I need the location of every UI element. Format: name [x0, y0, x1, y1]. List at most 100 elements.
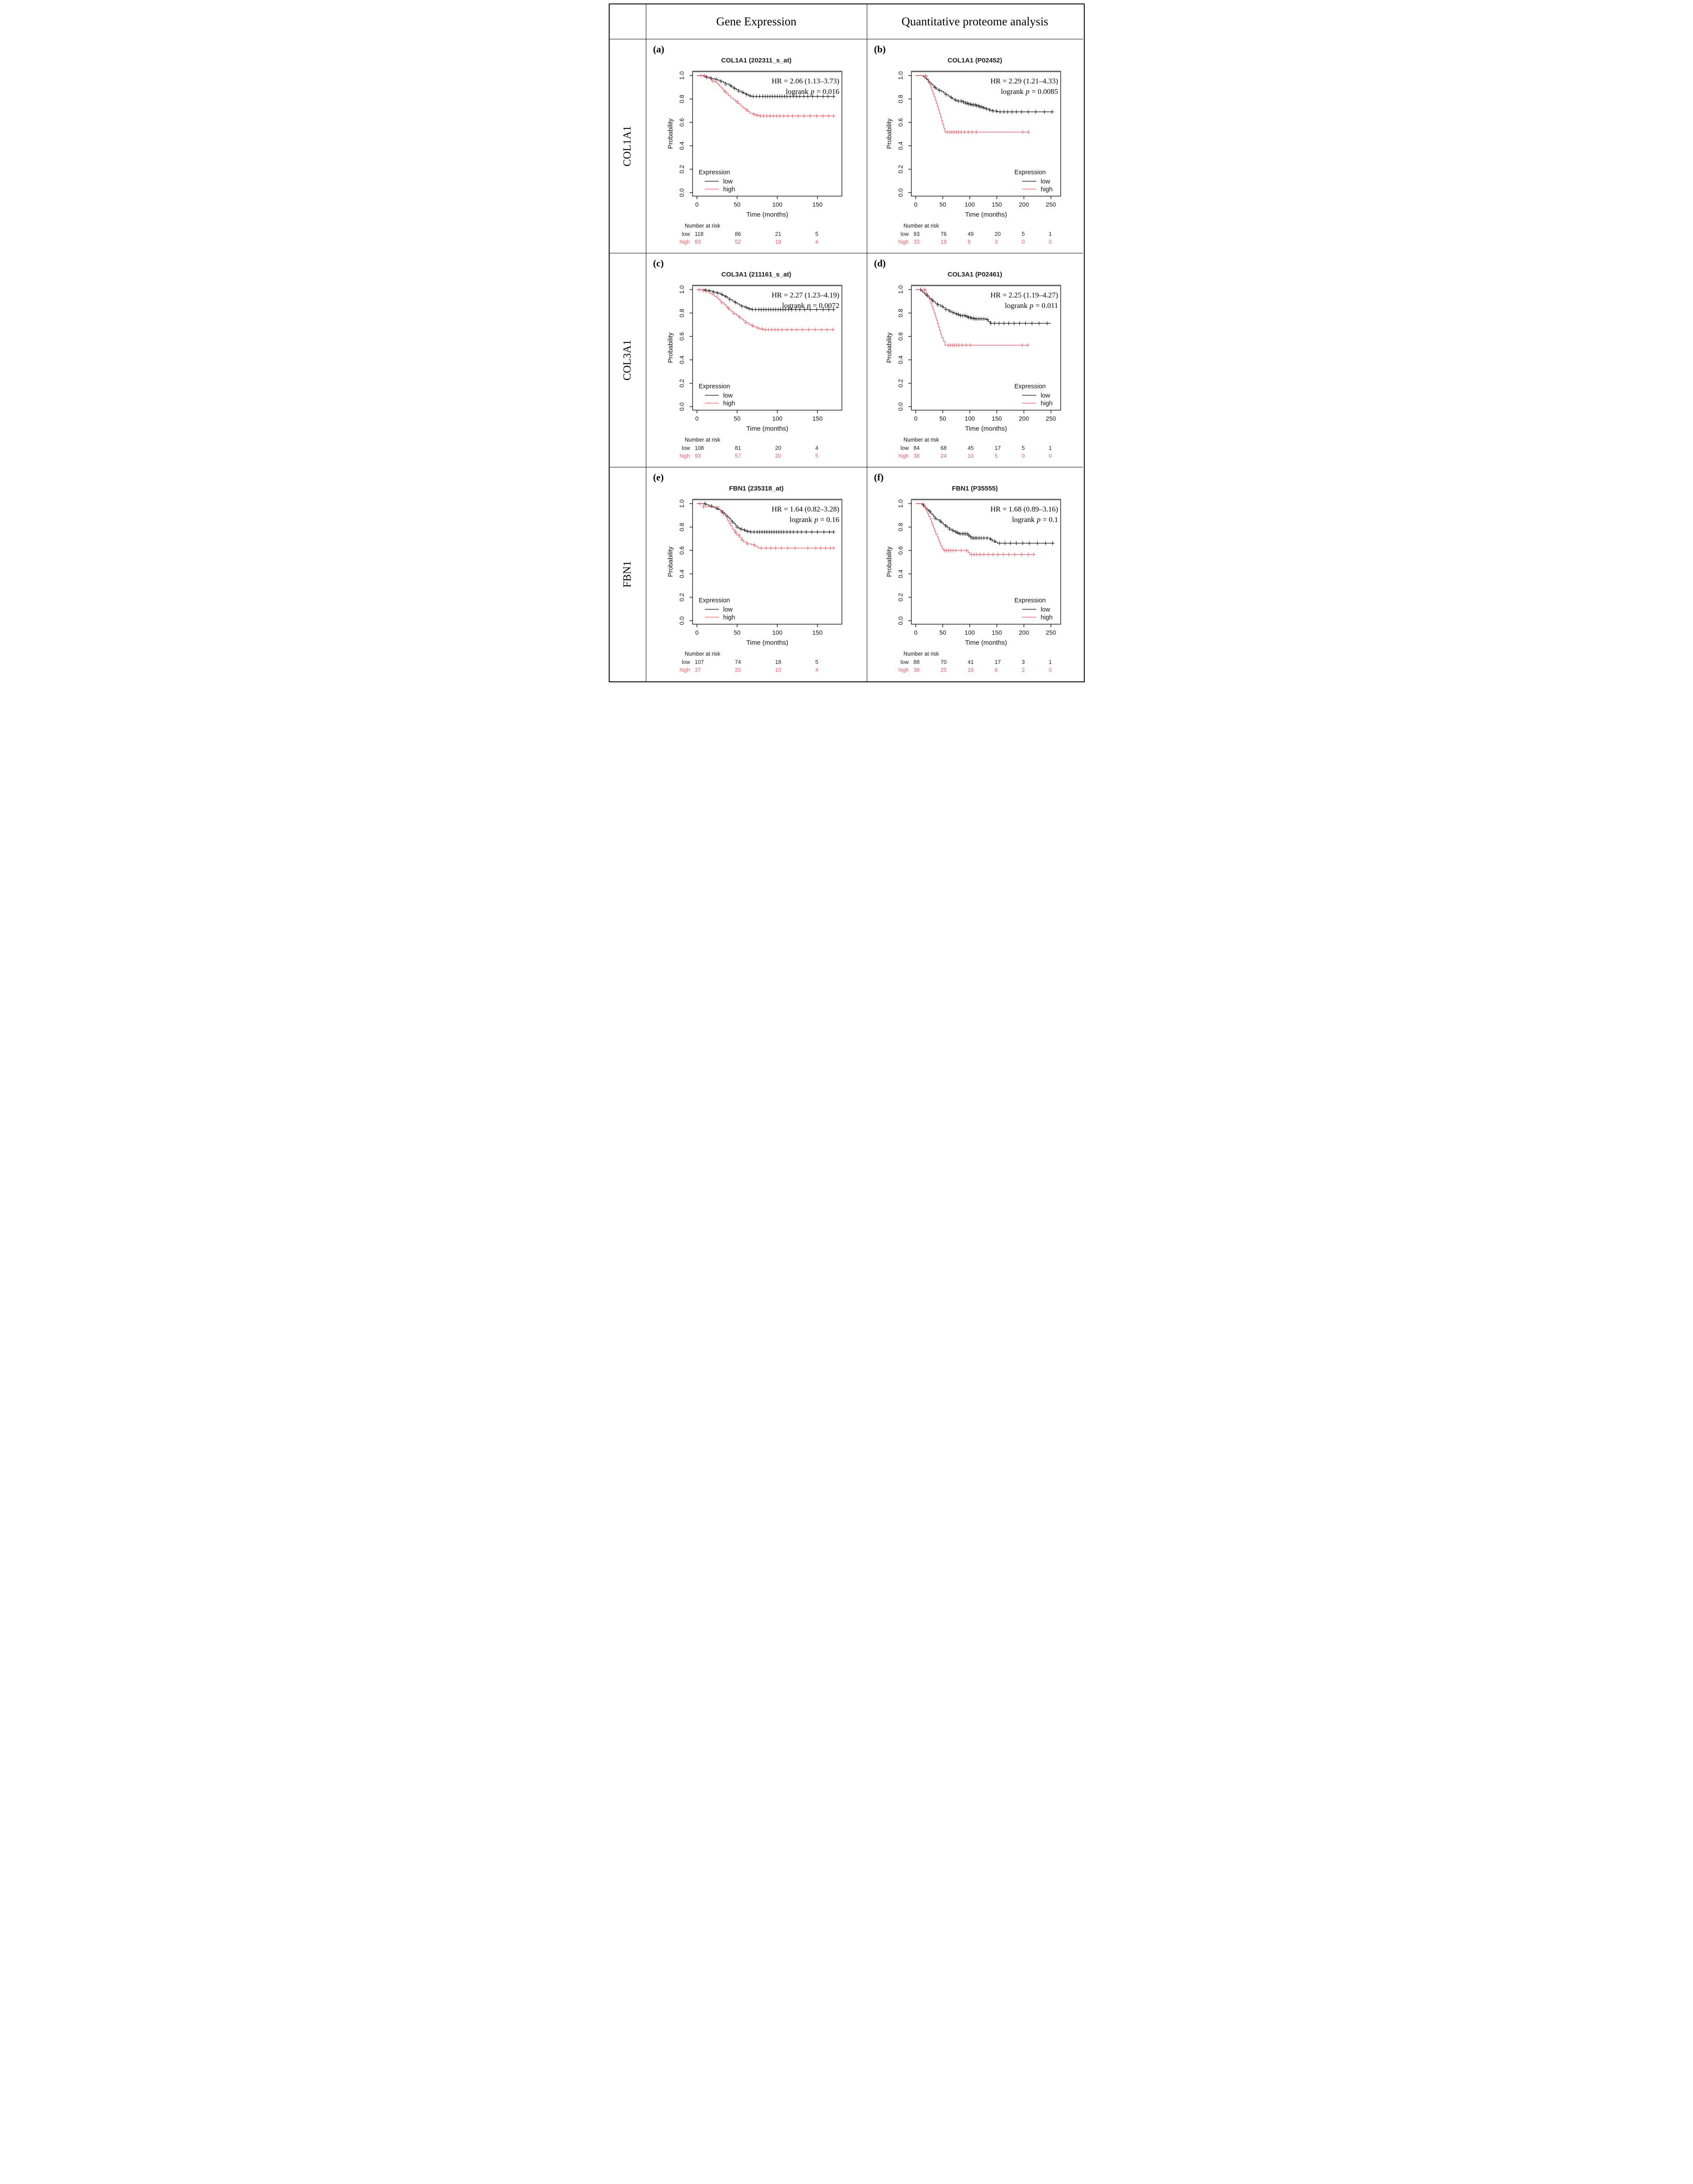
x-axis-label: Time (months)	[746, 639, 788, 646]
y-tick-label: 0.8	[678, 309, 685, 318]
panel-b: (b) COL1A1 (P02452) 1.0 0.8 0.6 0.4 0.2 0.0 0 5…	[867, 39, 1083, 253]
risk-header: Number at risk	[903, 437, 939, 443]
x-axis-label: Time (months)	[746, 425, 788, 432]
chart-title: COL1A1 (P02452)	[947, 57, 1003, 64]
risk-value: 1	[1048, 445, 1052, 451]
plot-area: 1.0 0.8 0.6 0.4 0.2 0.0 0 50 100 150 Probability Ti…	[667, 285, 842, 459]
plot-border	[692, 71, 842, 197]
panel-letter: (a)	[653, 44, 665, 55]
legend-title: Expression	[1014, 383, 1046, 390]
risk-row-label-high: high	[679, 239, 690, 245]
risk-value: 76	[940, 231, 946, 237]
figure-table: Gene Expression Quantitative proteome an…	[608, 3, 1085, 682]
risk-value: 10	[967, 453, 973, 459]
row-label-text: COL1A1	[621, 125, 633, 167]
risk-value: 37	[695, 667, 701, 673]
legend-label-high: high	[723, 614, 735, 621]
risk-value: 6	[994, 667, 997, 673]
risk-value: 41	[967, 659, 973, 665]
risk-row-label-low: low	[900, 445, 909, 451]
km-chart-block: COL3A1 (P02461) 1.0 0.8 0.6 0.4 0.2 0.0 0 50 100…	[867, 271, 1083, 464]
risk-value: 4	[815, 239, 818, 245]
legend-label-low: low	[1041, 392, 1050, 399]
plot-area: 1.0 0.8 0.6 0.4 0.2 0.0 0 50 100 150 Probability Ti…	[667, 499, 842, 673]
x-tick-label: 150	[992, 415, 1002, 422]
risk-value: 33	[914, 239, 920, 245]
risk-value: 70	[940, 659, 946, 665]
risk-value: 20	[775, 453, 781, 459]
y-tick-label: 0.2	[678, 593, 685, 601]
km-curve-low	[697, 503, 834, 532]
risk-value: 86	[735, 231, 741, 237]
y-tick-label: 0.6	[897, 546, 904, 555]
y-axis-label: Probability	[886, 118, 893, 149]
plot-border	[692, 499, 842, 625]
risk-value: 2	[1021, 667, 1024, 673]
legend-title: Expression	[1014, 169, 1046, 176]
x-tick-label: 250	[1045, 629, 1056, 636]
logrank-text: logrank p = 0.0085	[1000, 87, 1058, 96]
y-axis-label: Probability	[886, 546, 893, 577]
risk-value: 68	[940, 445, 946, 451]
y-tick-label: 0.8	[678, 523, 685, 532]
risk-value: 5	[1021, 445, 1024, 451]
legend-title: Expression	[699, 169, 730, 176]
x-axis-label: Time (months)	[965, 425, 1007, 432]
x-tick-label: 150	[812, 629, 823, 636]
panel-letter: (d)	[874, 258, 886, 269]
x-tick-label: 100	[965, 415, 975, 422]
km-plot: 1.0 0.8 0.6 0.4 0.2 0.0 0 50 100 150 Probability Ti…	[667, 285, 842, 459]
y-tick-label: 0.0	[678, 616, 685, 625]
panel-e: (e) FBN1 (235318_at) 1.0 0.8 0.6 0.4 0.2 0.0 0…	[646, 467, 867, 681]
row-label-text: COL3A1	[621, 339, 633, 381]
legend-label-low: low	[723, 392, 733, 399]
legend-label-high: high	[723, 400, 735, 407]
km-chart-block: COL1A1 (P02452) 1.0 0.8 0.6 0.4 0.2 0.0 0 50 100…	[867, 57, 1083, 250]
risk-value: 0	[1048, 667, 1052, 673]
x-tick-label: 50	[734, 629, 741, 636]
km-curve-high	[915, 289, 1029, 346]
plot-border	[910, 71, 1061, 197]
hr-text: HR = 1.64 (0.82–3.28)	[772, 505, 839, 513]
hr-text: HR = 2.25 (1.19–4.27)	[990, 291, 1058, 299]
x-tick-label: 50	[939, 629, 946, 636]
km-plot: 1.00.80.60.40.20.00 50 100 150 200 250Probabi…	[886, 285, 1061, 459]
km-plot: 1.00.80.60.40.20.00 50 100 150 200 250Probabi…	[886, 499, 1061, 673]
legend-title: Expression	[1014, 597, 1046, 604]
risk-value: 88	[914, 659, 920, 665]
km-chart-block: COL1A1 (202311_s_at) 1.0 0.8 0.6 0.4 0.2 0.0 0…	[646, 57, 867, 250]
x-tick-label: 200	[1019, 629, 1029, 636]
x-tick-label: 200	[1019, 201, 1029, 208]
x-axis-label: Time (months)	[746, 211, 788, 218]
risk-row-label-low: low	[682, 445, 690, 451]
logrank-text: logrank p = 0.1	[1012, 515, 1058, 524]
risk-value: 93	[695, 453, 701, 459]
row-label-text: FBN1	[621, 561, 633, 588]
risk-header: Number at risk	[903, 651, 939, 657]
legend-label-low: low	[723, 178, 733, 185]
risk-value: 8	[967, 239, 970, 245]
risk-header: Number at risk	[685, 651, 721, 657]
y-tick-label: 0.4	[678, 570, 685, 578]
risk-value: 5	[815, 453, 818, 459]
panel-d: (d) COL3A1 (P02461) 1.0 0.8 0.6 0.4 0.2 0.0 0 5…	[867, 253, 1083, 467]
risk-row-label-low: low	[900, 659, 909, 665]
km-plot: 1.0 0.8 0.6 0.4 0.2 0.0 0 50 100 150 Probability Ti…	[667, 499, 842, 673]
y-tick-label: 0.0	[897, 616, 904, 625]
y-tick-label: 0.0	[678, 402, 685, 411]
x-tick-label: 100	[772, 201, 783, 208]
x-tick-label: 150	[812, 201, 823, 208]
risk-value: 5	[994, 453, 997, 459]
y-tick-label: 0.4	[897, 570, 904, 578]
plot-border	[910, 285, 1061, 411]
y-tick-label: 0.2	[897, 165, 904, 173]
risk-value: 0	[1021, 453, 1024, 459]
y-axis-label: Probability	[667, 118, 674, 149]
risk-value: 10	[775, 667, 781, 673]
panel-letter: (f)	[874, 472, 884, 483]
panel-letter: (e)	[653, 472, 664, 483]
panel-a: (a) COL1A1 (202311_s_at) 1.0 0.8 0.6 0.4 0.2…	[646, 39, 867, 253]
x-tick-label: 50	[734, 201, 741, 208]
y-axis-label: Probability	[667, 332, 674, 363]
y-tick-label: 0.8	[897, 309, 904, 318]
